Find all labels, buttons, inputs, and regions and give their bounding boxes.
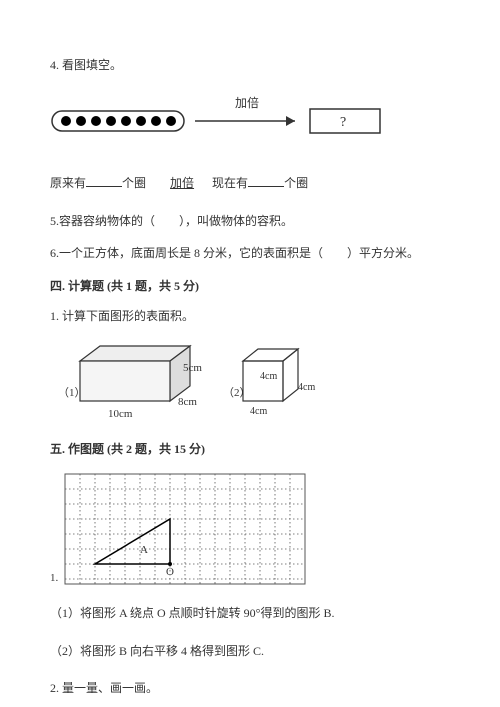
- dim-l: 10cm: [108, 405, 132, 425]
- q4-box-text: ?: [340, 110, 360, 135]
- now-label: 现在有: [212, 176, 248, 190]
- s5q1-num: 1.: [50, 569, 58, 589]
- label-A: A: [140, 541, 148, 561]
- q6-b: ）平方分米。: [347, 246, 419, 260]
- section-4-title: 四. 计算题 (共 1 题，共 5 分): [50, 276, 450, 298]
- s4q1-num: 1.: [50, 309, 59, 323]
- dim-h: 5cm: [183, 359, 202, 379]
- blank-now[interactable]: [248, 174, 284, 187]
- s5q2-title: 量一量、画一画。: [62, 681, 158, 695]
- q4-labels: 原来有 个圈 加倍 现在有 个圈: [50, 173, 450, 195]
- dim-c2: 4cm: [298, 379, 315, 397]
- sec4-figures: （1） （2） 5cm 8cm 10cm 4cm 4cm 4cm: [50, 341, 450, 421]
- sec5-grid: 1. A O: [50, 469, 450, 589]
- blank-orig[interactable]: [86, 174, 122, 187]
- q6-a: 一个正方体，底面周长是 8 分米，它的表面积是（: [59, 246, 323, 260]
- dim-w: 8cm: [178, 393, 197, 413]
- jiabei-above-arrow: 加倍: [235, 93, 275, 115]
- label-O: O: [166, 563, 174, 583]
- dim-c1: 4cm: [260, 368, 277, 386]
- jiabei-label: 加倍: [170, 176, 194, 190]
- section-5-title: 五. 作图题 (共 2 题，共 15 分): [50, 439, 450, 461]
- question-5: 5.容器容纳物体的（ ），叫做物体的容积。: [50, 211, 450, 233]
- svg-text:（2）: （2）: [223, 386, 251, 399]
- q5-a: 容器容纳物体的（: [59, 214, 155, 228]
- orig-label: 原来有: [50, 176, 86, 190]
- q6-num: 6.: [50, 246, 59, 260]
- svg-text:（1）: （1）: [58, 386, 86, 399]
- q5-b: ），叫做物体的容积。: [179, 214, 293, 228]
- s4q1-title: 计算下面图形的表面积。: [62, 309, 194, 323]
- question-6: 6.一个正方体，底面周长是 8 分米，它的表面积是（ ）平方分米。: [50, 243, 450, 265]
- sec5-sub2: （2）将图形 B 向右平移 4 格得到图形 C.: [50, 641, 450, 663]
- q4-title: 看图填空。: [62, 58, 122, 72]
- question-4: 4. 看图填空。: [50, 55, 450, 77]
- dim-c3: 4cm: [250, 403, 267, 421]
- q4-num: 4.: [50, 58, 59, 72]
- orig-unit: 个圈: [122, 176, 146, 190]
- q5-num: 5.: [50, 214, 59, 228]
- grid-svg: [60, 469, 310, 589]
- sec4-q1: 1. 计算下面图形的表面积。: [50, 306, 450, 328]
- sec5-q2: 2. 量一量、画一画。: [50, 678, 450, 700]
- s5q2-num: 2.: [50, 681, 59, 695]
- now-unit: 个圈: [284, 176, 308, 190]
- sec5-sub1: （1）将图形 A 绕点 O 点顺时针旋转 90°得到的图形 B.: [50, 603, 450, 625]
